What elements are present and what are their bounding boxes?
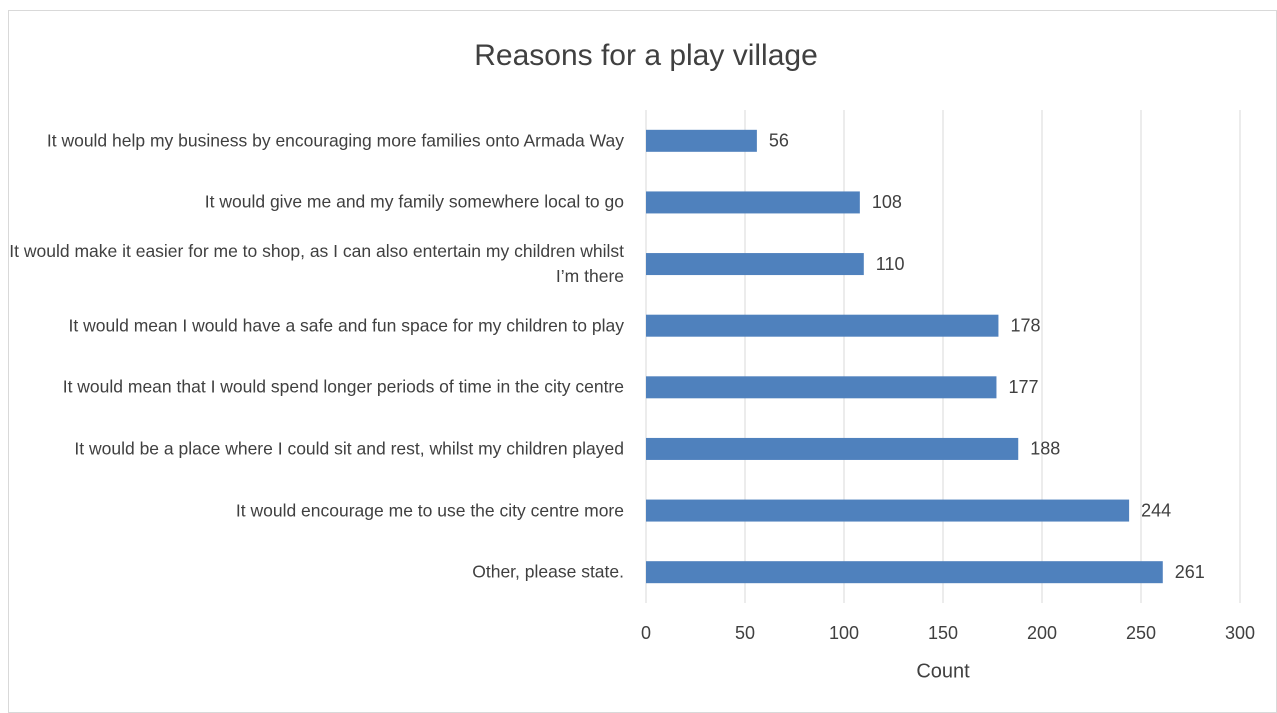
- bar: [646, 499, 1130, 522]
- bar: [646, 191, 860, 214]
- data-label: 108: [872, 192, 902, 212]
- y-tick-label: It would mean that I would spend longer …: [62, 376, 624, 397]
- y-tick-label: It would mean I would have a safe and fu…: [68, 315, 624, 336]
- data-label: 244: [1141, 500, 1171, 520]
- bar: [646, 376, 997, 399]
- chart-title: Reasons for a play village: [474, 39, 818, 72]
- y-tick-label: It would be a place where I could sit an…: [74, 438, 624, 459]
- bar: [646, 561, 1163, 584]
- y-tick-label: It would encourage me to use the city ce…: [235, 500, 624, 521]
- chart-border: [8, 10, 1277, 713]
- x-tick-label: 100: [829, 623, 859, 643]
- bar: [646, 253, 864, 276]
- x-tick-label: 50: [735, 623, 755, 643]
- x-tick-label: 300: [1225, 623, 1255, 643]
- y-tick-label: It would give me and my family somewhere…: [204, 191, 624, 212]
- x-tick-label: 0: [641, 623, 651, 643]
- data-label: 178: [1010, 315, 1040, 335]
- x-tick-label: 250: [1126, 623, 1156, 643]
- y-tick-label: It would make it easier for me to shop, …: [9, 241, 624, 287]
- y-tick-label: It would help my business by encouraging…: [46, 130, 624, 151]
- data-label: 261: [1175, 562, 1205, 582]
- data-label: 188: [1030, 439, 1060, 459]
- y-tick-label: Other, please state.: [472, 561, 624, 582]
- x-tick-label: 200: [1027, 623, 1057, 643]
- bar: [646, 129, 757, 152]
- data-label: 56: [769, 131, 789, 151]
- bar: [646, 314, 999, 337]
- x-tick-label: 150: [928, 623, 958, 643]
- bar: [646, 437, 1019, 460]
- data-label: 110: [876, 254, 905, 274]
- data-label: 177: [1008, 377, 1038, 397]
- x-axis-title: Count: [916, 660, 970, 682]
